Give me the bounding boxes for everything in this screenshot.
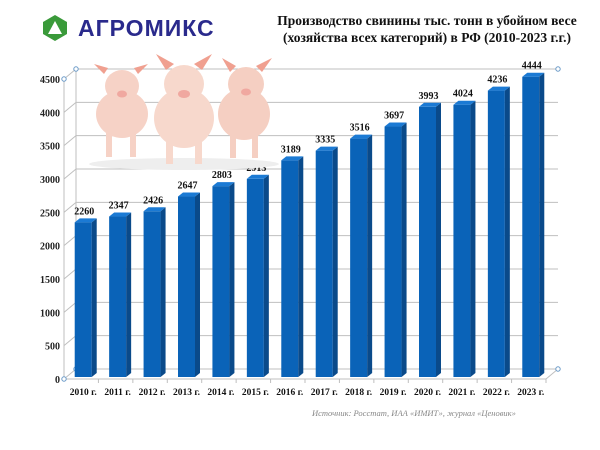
data-label: 2260 xyxy=(74,206,94,217)
data-label: 3189 xyxy=(281,144,301,155)
x-tick-label: 2019 г. xyxy=(380,388,407,398)
x-tick-label: 2018 г. xyxy=(345,388,372,398)
x-tick-label: 2022 г. xyxy=(483,388,510,398)
bar-2023г: 4444 xyxy=(522,61,545,377)
data-label: 2347 xyxy=(109,201,129,212)
chart-title-line1: Производство свинины тыс. тонн в убойном… xyxy=(277,13,577,28)
y-tick-label: 2000 xyxy=(40,242,60,253)
data-label: 3697 xyxy=(384,111,404,122)
data-label: 2647 xyxy=(178,181,198,192)
data-label: 4444 xyxy=(522,61,542,72)
bar-2015г: 2913 xyxy=(246,163,269,377)
x-tick-label: 2013 г. xyxy=(173,388,200,398)
x-tick-label: 2023 г. xyxy=(517,388,544,398)
x-tick-label: 2017 г. xyxy=(311,388,338,398)
chart-title-line2: (хозяйства всех категорий) в РФ (2010-20… xyxy=(282,30,572,45)
data-label: 3993 xyxy=(419,91,439,102)
bar-2011г: 2347 xyxy=(109,201,132,377)
bar-2019г: 3697 xyxy=(384,111,407,378)
bar-2013г: 2647 xyxy=(178,181,200,377)
data-label: 2426 xyxy=(143,195,163,206)
y-tick-label: 3000 xyxy=(40,175,60,186)
x-tick-label: 2015 г. xyxy=(242,388,269,398)
x-tick-label: 2011 г. xyxy=(104,388,130,398)
bar-2020г: 3993 xyxy=(419,91,441,378)
x-tick-label: 2014 г. xyxy=(207,388,234,398)
data-label: 3516 xyxy=(350,123,370,134)
data-label: 3335 xyxy=(315,135,335,146)
bar-2018г: 3516 xyxy=(350,123,373,377)
logo-text: АГРОМИКС xyxy=(78,14,215,41)
x-tick-label: 2016 г. xyxy=(276,388,303,398)
logo: АГРОМИКС xyxy=(42,14,215,42)
y-tick-label: 1500 xyxy=(40,275,60,286)
x-tick-label: 2020 г. xyxy=(414,388,441,398)
data-label: 2913 xyxy=(246,163,266,174)
y-tick-label: 1000 xyxy=(40,308,60,319)
y-tick-label: 3500 xyxy=(40,142,60,153)
y-tick-label: 4500 xyxy=(40,75,60,86)
source-note: Источник: Росстат, ИАА «ИМИТ», журнал «Ц… xyxy=(312,408,516,418)
chart-title: Производство свинины тыс. тонн в убойном… xyxy=(262,12,592,46)
bar-2010г: 2260 xyxy=(74,206,97,377)
bar-2012г: 2426 xyxy=(143,195,166,377)
y-tick-label: 0 xyxy=(55,375,60,386)
data-label: 2803 xyxy=(212,170,232,181)
data-label: 4024 xyxy=(453,89,473,100)
bar-2022г: 4236 xyxy=(487,75,510,377)
bar-2017г: 3335 xyxy=(315,135,338,377)
y-tick-label: 2500 xyxy=(40,208,60,219)
x-tick-label: 2010 г. xyxy=(70,388,97,398)
x-tick-label: 2021 г. xyxy=(448,388,475,398)
three-pigs-photo xyxy=(89,54,279,170)
x-tick-label: 2012 г. xyxy=(139,388,166,398)
green-hexagon-triangle-icon xyxy=(43,15,67,41)
data-label: 4236 xyxy=(487,75,507,86)
bar-2016г: 3189 xyxy=(281,144,304,377)
bar-2014г: 2803 xyxy=(212,170,235,377)
bar-2021г: 4024 xyxy=(453,89,476,377)
y-tick-label: 500 xyxy=(45,342,60,353)
y-tick-label: 4000 xyxy=(40,108,60,119)
